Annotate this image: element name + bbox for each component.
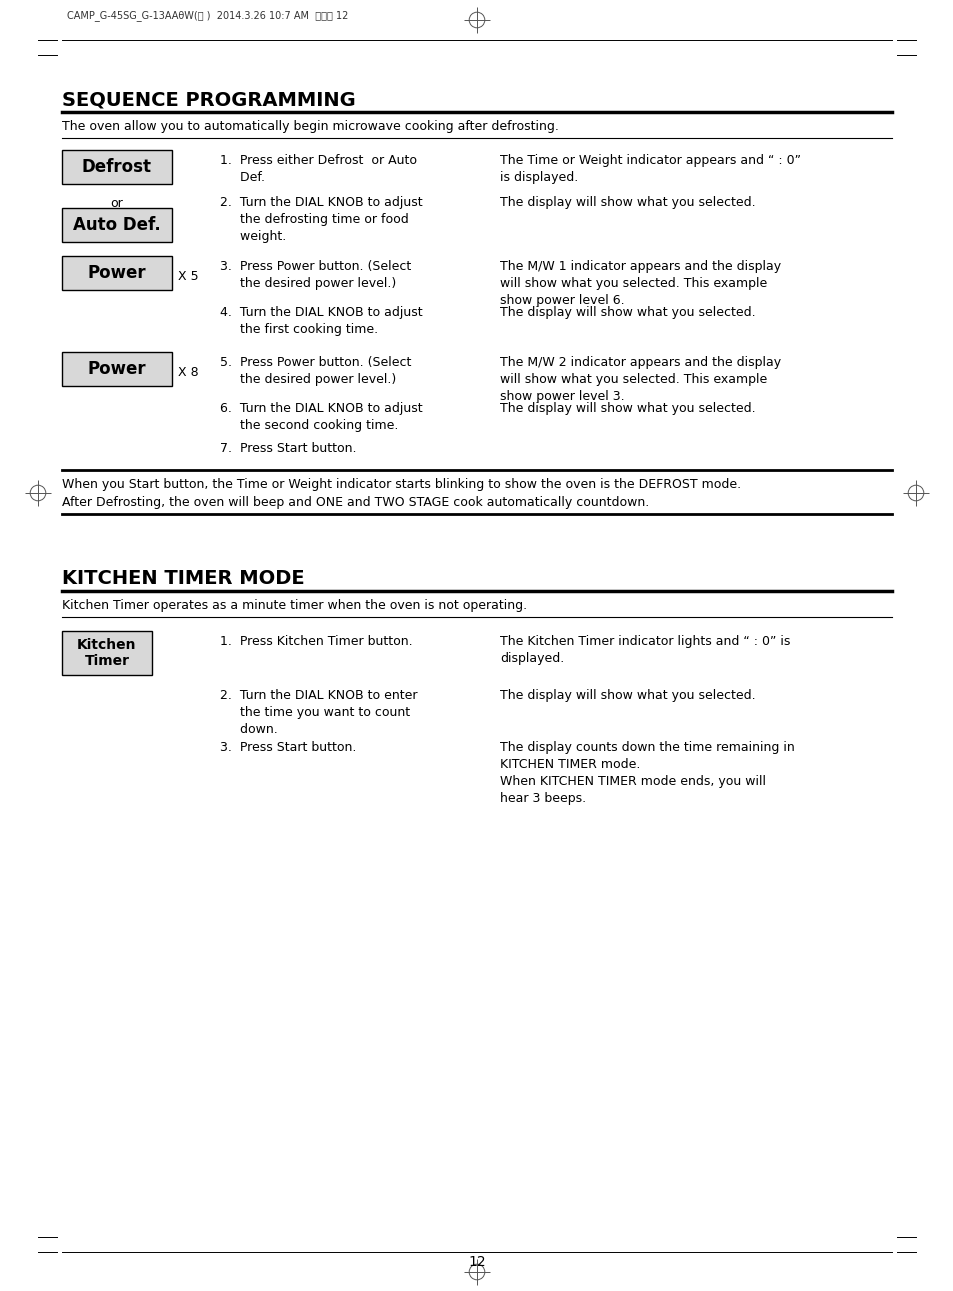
Text: 12: 12 <box>468 1255 485 1269</box>
Text: 5.  Press Power button. (Select
     the desired power level.): 5. Press Power button. (Select the desir… <box>220 356 411 386</box>
Text: Kitchen Timer operates as a minute timer when the oven is not operating.: Kitchen Timer operates as a minute timer… <box>62 599 527 612</box>
Text: Defrost: Defrost <box>82 158 152 176</box>
Text: X 5: X 5 <box>178 271 198 284</box>
Bar <box>62 208 172 241</box>
Bar <box>62 150 172 185</box>
Text: Auto Def.: Auto Def. <box>73 216 161 234</box>
Text: SEQUENCE PROGRAMMING: SEQUENCE PROGRAMMING <box>62 90 355 108</box>
Text: The Time or Weight indicator appears and “ : 0”
is displayed.: The Time or Weight indicator appears and… <box>499 154 801 185</box>
Text: Kitchen
Timer: Kitchen Timer <box>77 638 136 669</box>
Text: The display will show what you selected.: The display will show what you selected. <box>499 689 755 702</box>
Text: The display will show what you selected.: The display will show what you selected. <box>499 402 755 414</box>
Text: KITCHEN TIMER MODE: KITCHEN TIMER MODE <box>62 569 304 587</box>
Text: The Kitchen Timer indicator lights and “ : 0” is
displayed.: The Kitchen Timer indicator lights and “… <box>499 635 789 665</box>
Bar <box>62 256 172 290</box>
Text: Power: Power <box>88 263 146 281</box>
Text: The M/W 1 indicator appears and the display
will show what you selected. This ex: The M/W 1 indicator appears and the disp… <box>499 259 781 307</box>
Text: The display will show what you selected.: The display will show what you selected. <box>499 306 755 319</box>
Text: The oven allow you to automatically begin microwave cooking after defrosting.: The oven allow you to automatically begi… <box>62 120 558 133</box>
Text: The display will show what you selected.: The display will show what you selected. <box>499 196 755 209</box>
Text: 1.  Press either Defrost  or Auto
     Def.: 1. Press either Defrost or Auto Def. <box>220 154 416 185</box>
Text: The display counts down the time remaining in
KITCHEN TIMER mode.
When KITCHEN T: The display counts down the time remaini… <box>499 741 794 806</box>
Text: Power: Power <box>88 360 146 378</box>
Text: When you Start button, the Time or Weight indicator starts blinking to show the : When you Start button, the Time or Weigh… <box>62 478 740 509</box>
Text: or: or <box>111 198 123 210</box>
Bar <box>62 631 152 675</box>
Text: 7.  Press Start button.: 7. Press Start button. <box>220 442 356 454</box>
Text: 2.  Turn the DIAL KNOB to adjust
     the defrosting time or food
     weight.: 2. Turn the DIAL KNOB to adjust the defr… <box>220 196 422 243</box>
Text: The M/W 2 indicator appears and the display
will show what you selected. This ex: The M/W 2 indicator appears and the disp… <box>499 356 781 403</box>
Bar <box>62 352 172 386</box>
Text: X 8: X 8 <box>178 367 198 380</box>
Text: 4.  Turn the DIAL KNOB to adjust
     the first cooking time.: 4. Turn the DIAL KNOB to adjust the firs… <box>220 306 422 336</box>
Text: 1.  Press Kitchen Timer button.: 1. Press Kitchen Timer button. <box>220 635 413 648</box>
Text: CAMP_G-45SG_G-13AAθW(영 )  2014.3.26 10:7 AM  페이지 12: CAMP_G-45SG_G-13AAθW(영 ) 2014.3.26 10:7 … <box>67 10 348 21</box>
Text: 6.  Turn the DIAL KNOB to adjust
     the second cooking time.: 6. Turn the DIAL KNOB to adjust the seco… <box>220 402 422 432</box>
Text: 3.  Press Start button.: 3. Press Start button. <box>220 741 356 754</box>
Text: 3.  Press Power button. (Select
     the desired power level.): 3. Press Power button. (Select the desir… <box>220 259 411 290</box>
Text: 2.  Turn the DIAL KNOB to enter
     the time you want to count
     down.: 2. Turn the DIAL KNOB to enter the time … <box>220 689 417 736</box>
